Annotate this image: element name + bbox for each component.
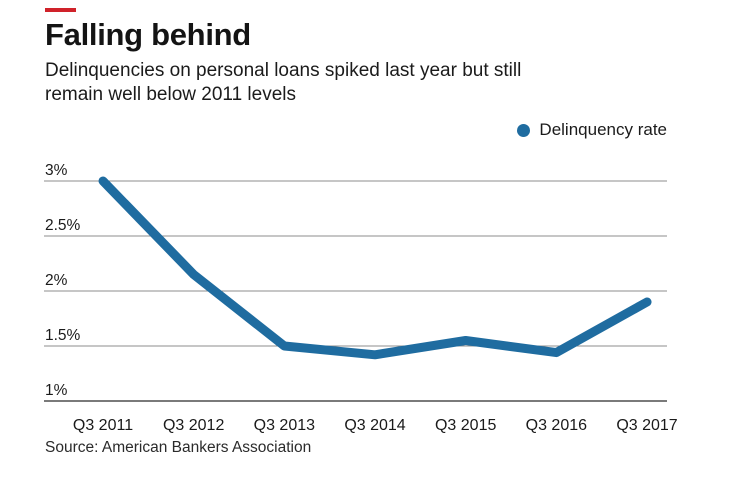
y-tick-label: 2.5% xyxy=(45,217,81,234)
y-tick-label: 1% xyxy=(45,382,68,399)
legend-label: Delinquency rate xyxy=(539,120,667,139)
x-tick-label: Q3 2017 xyxy=(616,417,677,434)
accent-dash xyxy=(45,8,76,12)
x-tick-label: Q3 2011 xyxy=(73,417,133,434)
chart-subtitle: Delinquencies on personal loans spiked l… xyxy=(45,60,522,105)
legend: Delinquency rate xyxy=(0,120,667,140)
y-tick-label: 1.5% xyxy=(45,327,81,344)
chart-title: Falling behind xyxy=(45,17,251,52)
y-tick-label: 2% xyxy=(45,272,68,289)
x-tick-label: Q3 2014 xyxy=(344,417,405,434)
x-tick-label: Q3 2013 xyxy=(254,417,315,434)
x-tick-label: Q3 2012 xyxy=(163,417,224,434)
legend-dot-icon xyxy=(517,123,531,137)
source-attribution: Source: American Bankers Association xyxy=(45,439,312,456)
x-tick-label: Q3 2015 xyxy=(435,417,496,434)
y-tick-label: 3% xyxy=(45,162,68,179)
delinquency-rate-line xyxy=(98,176,652,360)
x-tick-label: Q3 2016 xyxy=(526,417,587,434)
